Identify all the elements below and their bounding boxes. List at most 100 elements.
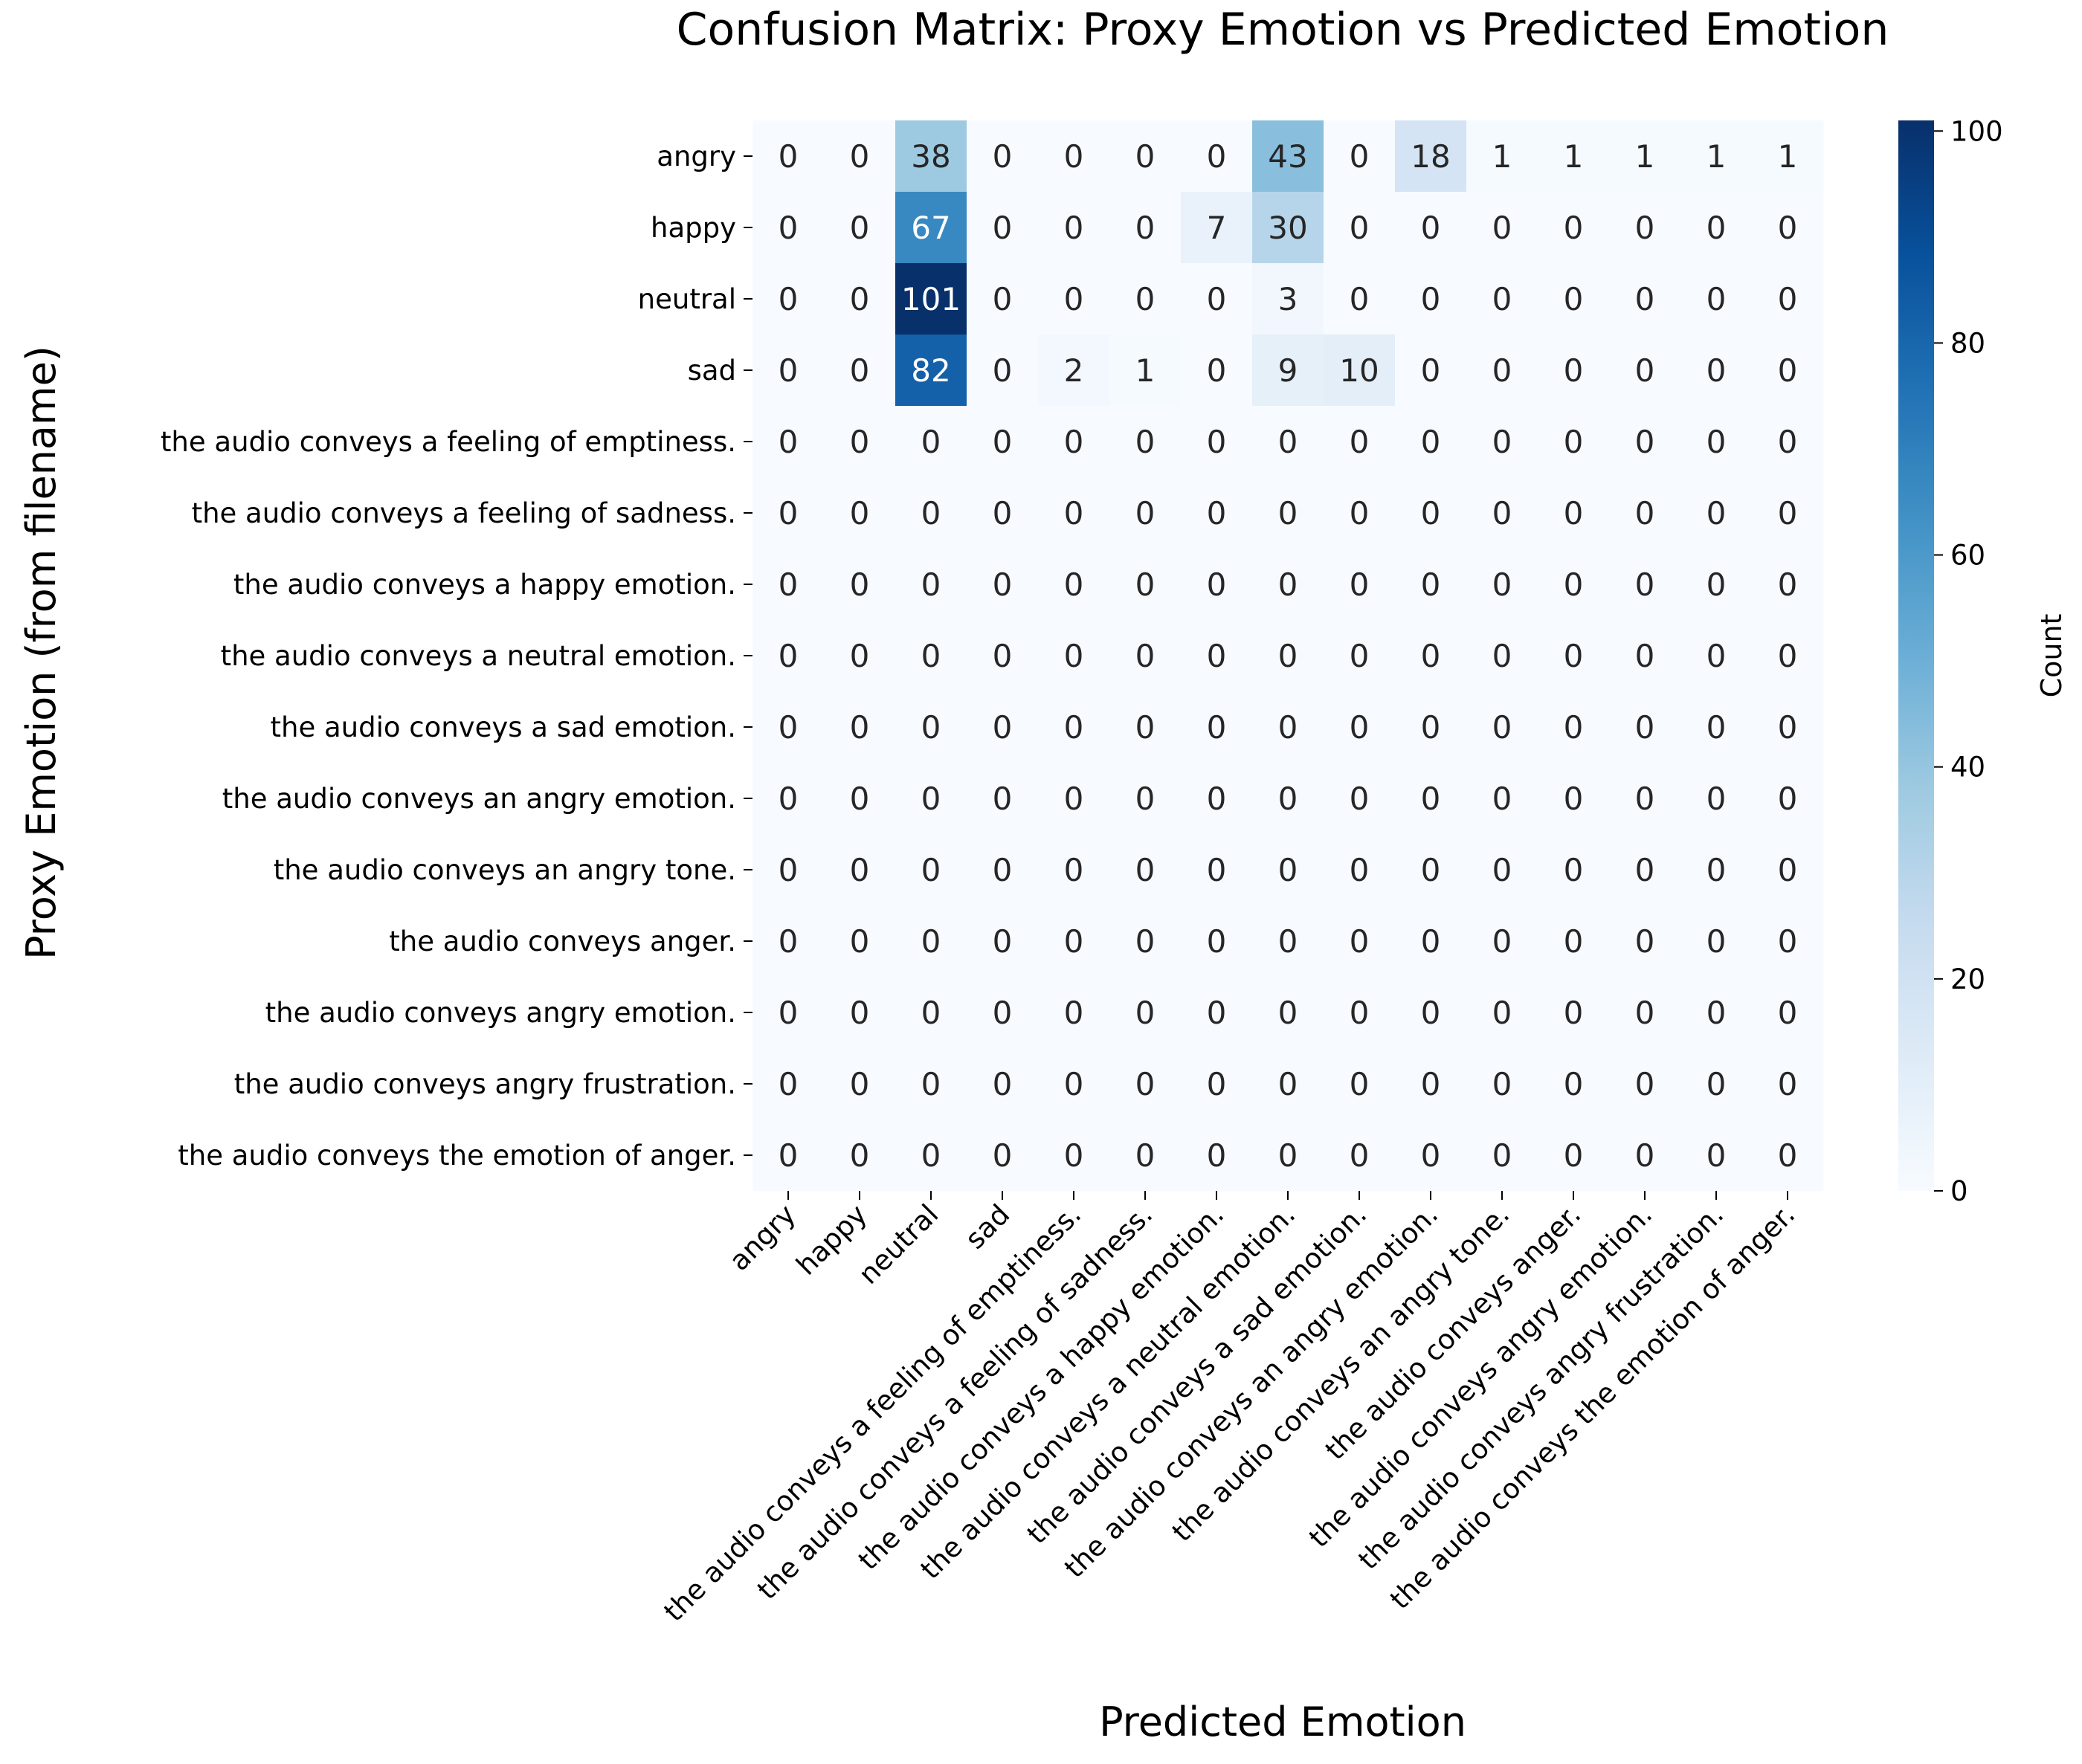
cell-value-label: 0 <box>1635 281 1655 317</box>
cell-value-label: 0 <box>1278 638 1298 674</box>
cell-value-label: 0 <box>1421 1137 1441 1174</box>
heatmap-cell <box>895 620 967 692</box>
heatmap-cell <box>1538 1048 1610 1120</box>
heatmap-cell <box>1466 834 1538 906</box>
heatmap-cell <box>824 263 896 335</box>
cell-value-label: 0 <box>921 638 941 674</box>
colorbar: 0 20 40 60 80 100 Count <box>1898 115 2068 1207</box>
cell-value-label: 0 <box>850 995 870 1031</box>
cell-value-label: 0 <box>850 852 870 888</box>
heatmap-cell <box>1680 477 1753 549</box>
cell-value-label: 0 <box>1350 1066 1370 1102</box>
cell-value-label: 0 <box>1635 781 1655 817</box>
cell-value-label: 0 <box>850 566 870 603</box>
cell-value-label: 0 <box>1492 210 1512 246</box>
heatmap-cell <box>1252 477 1324 549</box>
cell-value-label: 0 <box>993 138 1013 175</box>
cell-value-label: 0 <box>1421 995 1441 1031</box>
cell-value-label: 0 <box>1350 781 1370 817</box>
heatmap-cell <box>1324 905 1396 978</box>
cell-value-label: 0 <box>1564 852 1584 888</box>
heatmap-cell <box>1538 1120 1610 1192</box>
cell-value-label: 0 <box>1778 709 1798 746</box>
heatmap-cell <box>1038 549 1110 621</box>
heatmap-cell <box>1181 263 1253 335</box>
heatmap-cell <box>752 763 825 835</box>
heatmap-cell <box>824 977 896 1049</box>
cell-value-label: 0 <box>1207 1137 1227 1174</box>
heatmap-cell <box>895 549 967 621</box>
cell-value-label: 0 <box>1778 1137 1798 1174</box>
heatmap-cell <box>1466 335 1538 407</box>
cell-value-label: 0 <box>1421 424 1441 460</box>
heatmap-cell <box>895 406 967 478</box>
heatmap-cell <box>1395 263 1467 335</box>
cell-value-label: 0 <box>850 424 870 460</box>
heatmap-cell <box>1466 120 1538 193</box>
cell-value-label: 0 <box>1421 281 1441 317</box>
cell-value-label: 0 <box>1564 709 1584 746</box>
heatmap-cell <box>1609 406 1681 478</box>
heatmap-cell <box>1466 620 1538 692</box>
heatmap-cell <box>1395 549 1467 621</box>
cell-value-label: 0 <box>1207 781 1227 817</box>
heatmap-cell <box>1466 905 1538 978</box>
cell-value-label: 0 <box>1706 566 1727 603</box>
heatmap-cell <box>1252 335 1324 407</box>
heatmap-cell <box>895 263 967 335</box>
cell-value-label: 0 <box>993 495 1013 532</box>
heatmap-cell <box>1680 335 1753 407</box>
cell-value-label: 0 <box>1421 638 1441 674</box>
cell-value-label: 0 <box>993 566 1013 603</box>
heatmap-cell <box>1252 620 1324 692</box>
heatmap-cell <box>1038 834 1110 906</box>
cell-value-label: 0 <box>850 638 870 674</box>
heatmap-cell <box>1752 977 1824 1049</box>
heatmap-cell <box>1752 620 1824 692</box>
cell-value-label: 0 <box>779 995 799 1031</box>
cell-value-label: 0 <box>1135 852 1156 888</box>
heatmap-cell <box>1109 263 1182 335</box>
heatmap-cell <box>1395 763 1467 835</box>
heatmap-cell <box>1538 120 1610 193</box>
cell-value-label: 0 <box>1492 1066 1512 1102</box>
cell-value-label: 0 <box>1064 495 1084 532</box>
heatmap-cell <box>1609 691 1681 763</box>
cell-value-label: 0 <box>779 352 799 389</box>
heatmap-cell <box>1538 620 1610 692</box>
heatmap-cell <box>1395 834 1467 906</box>
cell-value-label: 0 <box>1564 495 1584 532</box>
heatmap-cell <box>1181 977 1253 1049</box>
cell-value-label: 0 <box>1278 1137 1298 1174</box>
cell-value-label: 0 <box>921 995 941 1031</box>
cell-value-label: 0 <box>921 1066 941 1102</box>
heatmap-cell <box>1324 120 1396 193</box>
cell-value-label: 0 <box>1635 709 1655 746</box>
heatmap-cell <box>1324 1120 1396 1192</box>
cell-value-label: 0 <box>993 352 1013 389</box>
heatmap-cell <box>1252 192 1324 264</box>
cell-value-label: 0 <box>1064 781 1084 817</box>
heatmap-cell <box>1252 549 1324 621</box>
heatmap-cell <box>1538 335 1610 407</box>
cell-value-label: 0 <box>1421 210 1441 246</box>
heatmap-cell <box>1109 834 1182 906</box>
cell-value-label: 0 <box>1421 709 1441 746</box>
heatmap-cell <box>1609 335 1681 407</box>
heatmap-cell <box>1538 192 1610 264</box>
heatmap-cell <box>824 1120 896 1192</box>
heatmap-cell <box>1038 192 1110 264</box>
cell-value-label: 3 <box>1278 281 1298 317</box>
heatmap-cell <box>1395 691 1467 763</box>
cell-value-label: 0 <box>1207 424 1227 460</box>
cell-value-label: 0 <box>1350 138 1370 175</box>
cell-value-label: 0 <box>1492 995 1512 1031</box>
heatmap-cell <box>1680 549 1753 621</box>
x-tick-label: neutral <box>852 1198 944 1290</box>
cell-value-label: 0 <box>1635 210 1655 246</box>
cell-value-label: 0 <box>921 709 941 746</box>
heatmap-cell <box>1609 905 1681 978</box>
cell-value-label: 0 <box>850 495 870 532</box>
y-tick-label: the audio conveys an angry tone. <box>274 854 736 886</box>
